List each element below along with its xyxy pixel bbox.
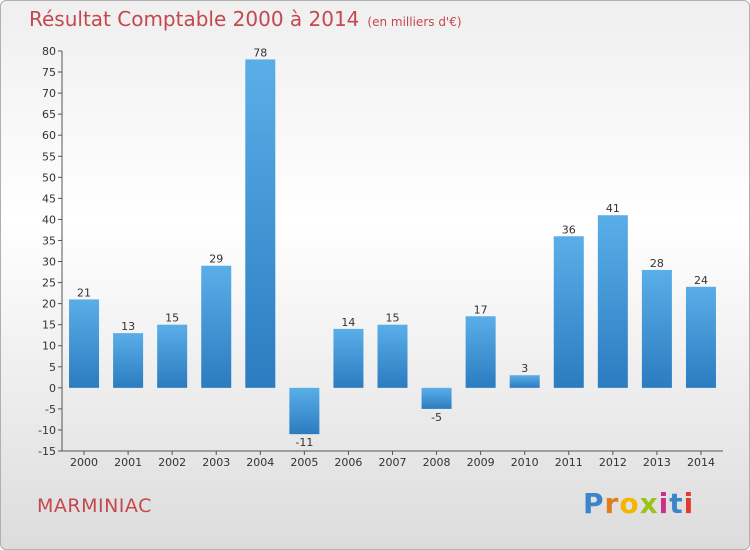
logo-letter: o xyxy=(619,487,640,520)
x-tick-label: 2002 xyxy=(158,456,186,469)
bar xyxy=(333,328,364,388)
bar-value-label: 28 xyxy=(650,257,664,270)
bar-value-label: 29 xyxy=(209,253,223,266)
bar xyxy=(377,324,408,388)
bar-value-label: 41 xyxy=(606,202,620,215)
x-tick-label: 2004 xyxy=(246,456,274,469)
bar-value-label: 15 xyxy=(165,312,179,325)
logo-letter: i xyxy=(658,487,670,520)
bar-value-label: 24 xyxy=(694,274,708,287)
y-tick-label: -15 xyxy=(38,445,56,458)
bar xyxy=(509,375,540,388)
town-name: MARMINIAC xyxy=(37,495,152,517)
x-tick-label: 2000 xyxy=(70,456,98,469)
y-tick-label: 60 xyxy=(42,129,56,142)
y-tick-label: 75 xyxy=(42,66,56,79)
bar-value-label: 15 xyxy=(386,312,400,325)
bar xyxy=(157,324,188,388)
y-tick-label: 50 xyxy=(42,171,56,184)
logo-letter: t xyxy=(669,487,684,520)
chart-axes: -15 -10 -5 0 5 10 15 20 25 30 35 40 45 50 55 60 65 70 75 80… xyxy=(38,45,723,469)
x-tick-label: 2012 xyxy=(599,456,627,469)
bar xyxy=(113,333,144,388)
logo-letter: r xyxy=(604,487,620,520)
y-tick-label: 65 xyxy=(42,108,56,121)
bar-value-label: 21 xyxy=(77,286,91,299)
x-tick-label: 2011 xyxy=(555,456,583,469)
logo-letter: x xyxy=(639,487,659,520)
bar xyxy=(289,387,320,435)
y-tick-label: 20 xyxy=(42,298,56,311)
bar xyxy=(201,265,232,388)
bar xyxy=(245,59,276,388)
logo-letter: i xyxy=(683,487,695,520)
logo-letter: P xyxy=(583,487,605,520)
bar xyxy=(641,269,672,388)
bar-value-label: 13 xyxy=(121,320,135,333)
y-tick-label: 25 xyxy=(42,277,56,290)
x-tick-label: 2014 xyxy=(687,456,715,469)
bar xyxy=(685,286,716,388)
y-tick-label: -5 xyxy=(45,403,56,416)
y-tick-label: 30 xyxy=(42,256,56,269)
y-tick-label: -10 xyxy=(38,424,56,437)
x-tick-label: 2005 xyxy=(290,456,318,469)
bar-value-label: 78 xyxy=(253,46,267,59)
bar xyxy=(69,299,100,388)
x-tick-label: 2010 xyxy=(511,456,539,469)
y-tick-label: 45 xyxy=(42,192,56,205)
bar xyxy=(421,387,452,409)
y-tick-label: 5 xyxy=(49,361,56,374)
bar xyxy=(465,316,496,388)
bar-value-label: 3 xyxy=(521,362,528,375)
x-tick-label: 2008 xyxy=(423,456,451,469)
y-tick-label: 10 xyxy=(42,340,56,353)
x-tick-label: 2003 xyxy=(202,456,230,469)
bar xyxy=(553,236,584,388)
bar-value-label: -5 xyxy=(431,411,442,424)
proxiti-logo: Proxiti xyxy=(583,487,694,520)
y-tick-label: 70 xyxy=(42,87,56,100)
x-tick-label: 2007 xyxy=(379,456,407,469)
chart-bars: 21 13 15 29 78 -11 14 15 -5 17 3 36 41 28 24 xyxy=(69,46,716,449)
bar-value-label: 17 xyxy=(474,303,488,316)
chart-title: Résultat Comptable 2000 à 2014 (en millie… xyxy=(29,7,462,31)
x-tick-label: 2001 xyxy=(114,456,142,469)
y-tick-label: 40 xyxy=(42,213,56,226)
y-tick-label: 15 xyxy=(42,319,56,332)
bar-value-label: -11 xyxy=(295,436,313,449)
bar xyxy=(597,215,628,388)
chart-title-text: Résultat Comptable 2000 à 2014 xyxy=(29,7,360,31)
x-tick-label: 2009 xyxy=(467,456,495,469)
chart-subtitle: (en milliers d'€) xyxy=(367,15,462,29)
y-tick-label: 35 xyxy=(42,234,56,247)
y-tick-label: 0 xyxy=(49,382,56,395)
bar-value-label: 36 xyxy=(562,223,576,236)
y-tick-label: 80 xyxy=(42,45,56,58)
bar-value-label: 14 xyxy=(341,316,355,329)
x-tick-label: 2006 xyxy=(334,456,362,469)
x-tick-label: 2013 xyxy=(643,456,671,469)
y-tick-label: 55 xyxy=(42,150,56,163)
